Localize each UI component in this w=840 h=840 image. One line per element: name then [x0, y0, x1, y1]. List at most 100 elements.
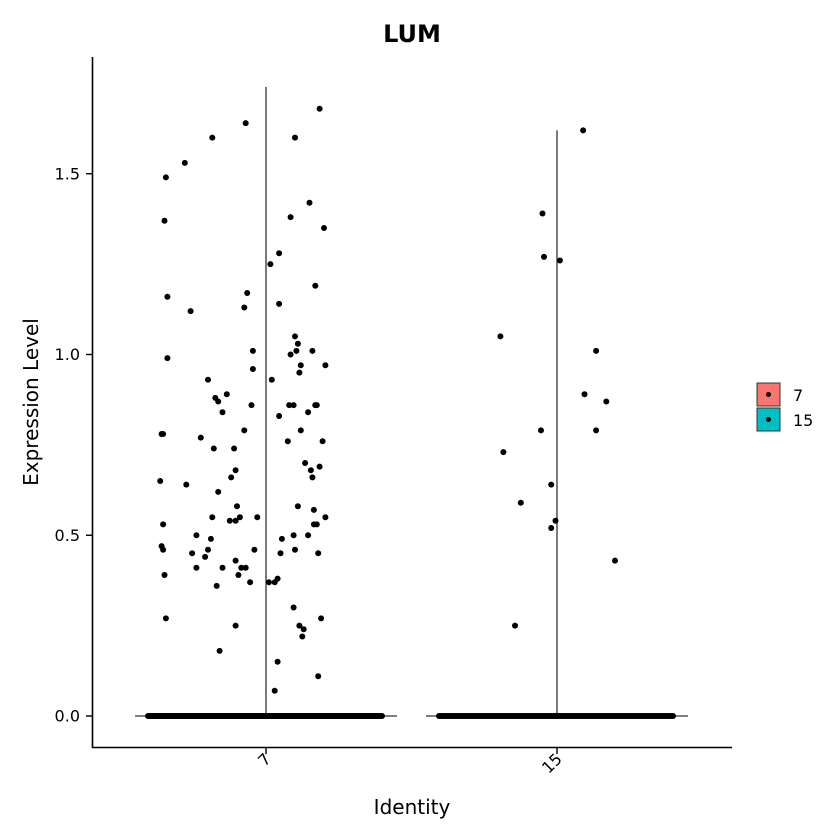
point — [209, 514, 216, 521]
point — [202, 553, 209, 560]
point — [276, 250, 283, 257]
point — [284, 438, 291, 445]
point — [241, 304, 248, 311]
point — [497, 333, 504, 340]
point — [162, 615, 169, 622]
point — [548, 525, 555, 531]
y-tick-label: 1.0 — [55, 345, 80, 364]
point — [539, 210, 546, 217]
point — [305, 532, 312, 539]
data-points — [145, 105, 676, 719]
point — [235, 572, 242, 578]
x-axis-ticks: 7 15 — [254, 748, 566, 777]
point — [294, 340, 301, 347]
legend-label: 15 — [793, 411, 813, 430]
point — [294, 503, 301, 510]
point — [193, 532, 200, 539]
point-zero — [670, 713, 676, 719]
point — [580, 127, 587, 134]
point — [297, 362, 304, 369]
point — [244, 290, 251, 296]
point — [160, 546, 167, 553]
point — [286, 402, 293, 409]
x-tick-label: 7 — [254, 749, 275, 770]
point — [538, 427, 544, 434]
point — [249, 347, 256, 354]
point — [322, 362, 329, 369]
point — [309, 474, 316, 481]
point — [247, 579, 254, 586]
point — [552, 517, 559, 524]
point — [278, 535, 285, 542]
point — [593, 427, 600, 434]
point — [274, 575, 281, 582]
point — [312, 282, 319, 289]
point — [219, 564, 226, 571]
point — [316, 105, 323, 112]
point — [265, 579, 272, 586]
legend-point — [766, 417, 771, 422]
point — [231, 445, 238, 452]
point — [238, 564, 245, 571]
violin-15 — [426, 130, 688, 717]
point — [242, 564, 249, 571]
legend-key-7 — [756, 382, 781, 407]
point — [226, 517, 233, 524]
point — [321, 225, 327, 231]
point — [287, 351, 294, 358]
point — [296, 369, 303, 376]
legend-label: 7 — [793, 386, 803, 405]
legend-key-15 — [756, 407, 781, 432]
y-tick-label: 0.5 — [55, 526, 80, 545]
point — [512, 622, 518, 629]
point — [593, 347, 600, 354]
point — [210, 445, 217, 452]
point — [315, 673, 322, 680]
point — [581, 391, 588, 398]
point — [205, 546, 211, 553]
point — [541, 253, 547, 260]
point — [299, 633, 306, 640]
point — [216, 647, 223, 654]
point — [276, 413, 283, 419]
y-tick-label: 1.5 — [55, 164, 80, 183]
point — [556, 257, 563, 264]
point — [232, 622, 239, 629]
point — [251, 546, 258, 553]
point — [267, 261, 274, 268]
point — [241, 427, 248, 434]
point — [313, 402, 320, 409]
point — [271, 687, 278, 694]
point — [223, 391, 230, 398]
point — [161, 572, 168, 578]
point — [234, 503, 240, 510]
point — [313, 521, 320, 528]
point — [164, 355, 171, 362]
point — [157, 478, 164, 484]
point — [228, 474, 235, 481]
point — [612, 557, 618, 564]
point — [181, 159, 188, 166]
point — [161, 217, 168, 224]
point — [242, 120, 249, 127]
point — [292, 134, 298, 141]
point — [197, 434, 204, 441]
point — [293, 347, 300, 354]
point — [232, 467, 239, 474]
point — [290, 402, 297, 409]
point — [277, 550, 284, 557]
y-axis-ticks: 0.0 0.5 1.0 1.5 — [55, 164, 92, 726]
chart-title: LUM — [383, 20, 441, 48]
point — [207, 535, 214, 542]
point — [305, 409, 312, 416]
point — [548, 481, 555, 488]
point — [164, 293, 171, 300]
point — [309, 347, 316, 354]
point — [290, 532, 297, 539]
point — [254, 514, 261, 521]
point — [297, 427, 304, 434]
point — [500, 449, 507, 456]
point — [276, 300, 283, 307]
point — [160, 431, 167, 437]
